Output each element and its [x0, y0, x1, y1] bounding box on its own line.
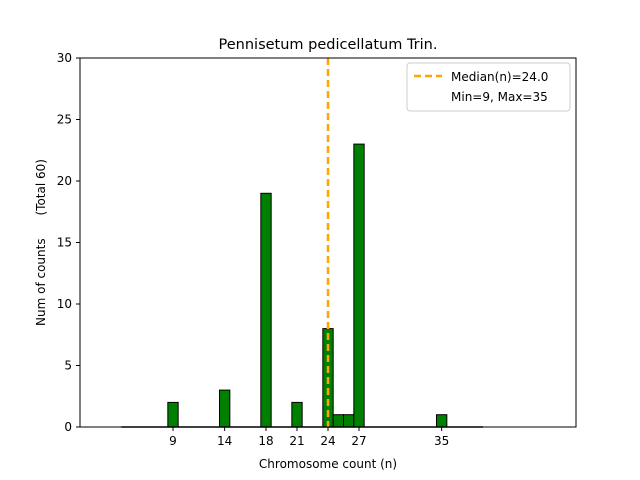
- bar-n-27: [353, 143, 365, 428]
- x-tick-label: 21: [289, 434, 304, 448]
- y-tick-label: 5: [64, 359, 72, 373]
- bar-n-14: [219, 389, 231, 428]
- x-tick-label: 35: [434, 434, 449, 448]
- bar-n-25: [332, 414, 344, 428]
- x-axis: 9 14 18 21 24 27 35: [169, 427, 449, 448]
- bar-n-35: [436, 414, 448, 428]
- y-tick-label: 30: [57, 51, 72, 65]
- y-tick-label: 20: [57, 174, 72, 188]
- bar-n-18: [260, 192, 272, 428]
- y-axis: 0 5 10 15 20 25 30: [57, 51, 80, 434]
- bar-n-9: [167, 401, 179, 428]
- y-tick-label: 15: [57, 236, 72, 250]
- x-tick-label: 24: [320, 434, 335, 448]
- chart-title: Pennisetum pedicellatum Trin.: [219, 37, 438, 53]
- x-tick-label: 14: [217, 434, 232, 448]
- x-axis-label: Chromosome count (n): [259, 457, 397, 471]
- x-tick-label: 9: [169, 434, 177, 448]
- y-axis-label: Num of counts (Total 60): [34, 159, 48, 326]
- x-tick-label: 27: [351, 434, 366, 448]
- x-tick-label: 18: [258, 434, 273, 448]
- y-tick-label: 25: [57, 113, 72, 127]
- legend-range-label: Min=9, Max=35: [451, 90, 548, 104]
- legend-box: [406, 62, 571, 112]
- y-tick-label: 10: [57, 297, 72, 311]
- bar-n-26: [343, 414, 355, 428]
- legend-median-label: Median(n)=24.0: [451, 70, 548, 84]
- bar-n-21: [291, 401, 303, 428]
- legend: Median(n)=24.0 Min=9, Max=35: [406, 62, 571, 112]
- y-tick-label: 0: [64, 420, 72, 434]
